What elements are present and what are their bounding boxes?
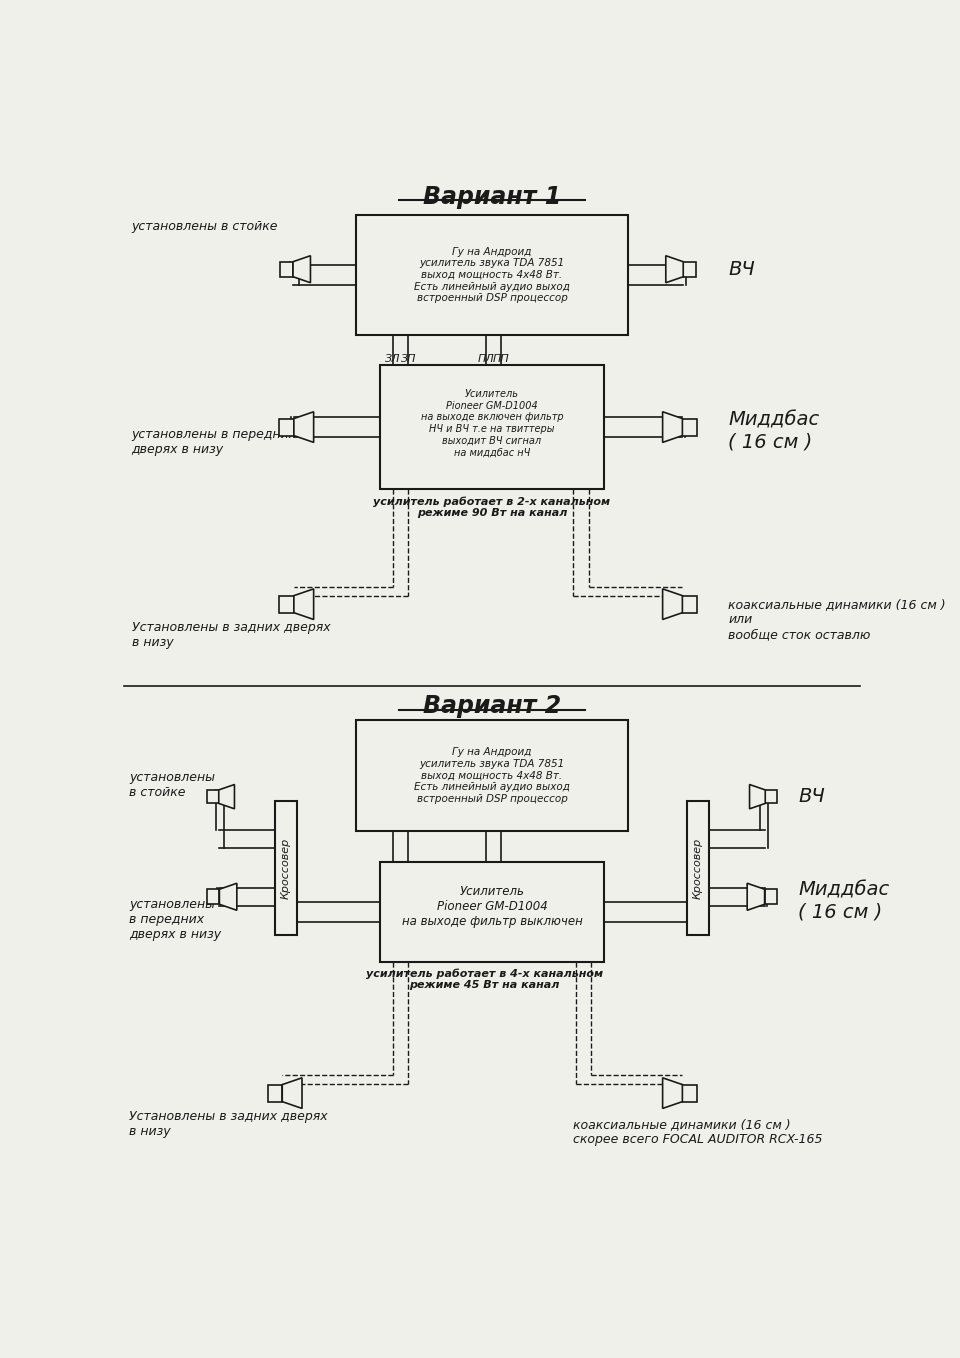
Text: Установлены в задних дверях
в низу: Установлены в задних дверях в низу bbox=[130, 1109, 328, 1138]
Polygon shape bbox=[294, 589, 314, 619]
Polygon shape bbox=[662, 1078, 683, 1108]
Text: установлены в стойке: установлены в стойке bbox=[132, 220, 278, 234]
Bar bbox=[379, 862, 605, 963]
Text: Миддбас
( 16 см ): Миддбас ( 16 см ) bbox=[729, 410, 820, 451]
Text: установлены
в передних
дверях в низу: установлены в передних дверях в низу bbox=[130, 899, 222, 941]
Bar bbox=[356, 720, 628, 831]
Text: коаксиальные динамики (16 см )
или
вообще сток оставлю: коаксиальные динамики (16 см ) или вообщ… bbox=[729, 598, 946, 641]
Bar bbox=[687, 800, 709, 936]
Bar bbox=[764, 889, 778, 904]
Text: усилитель работает в 2-х канальном
режиме 90 Вт на канал: усилитель работает в 2-х канальном режим… bbox=[373, 497, 611, 519]
Bar bbox=[683, 418, 697, 436]
Bar bbox=[683, 596, 697, 612]
Text: ПЛ: ПЛ bbox=[477, 354, 494, 364]
Bar bbox=[765, 790, 777, 804]
Text: Вариант 1: Вариант 1 bbox=[422, 185, 562, 209]
Bar bbox=[279, 418, 294, 436]
Polygon shape bbox=[294, 411, 314, 443]
Polygon shape bbox=[750, 785, 765, 809]
Text: Кроссовер: Кроссовер bbox=[281, 838, 291, 899]
Bar bbox=[279, 596, 294, 612]
Text: Гу на Андроид
усилитель звука TDA 7851
выход мощность 4х48 Вт.
Есть линейный ауд: Гу на Андроид усилитель звука TDA 7851 в… bbox=[414, 747, 570, 804]
Text: установлены в передних
дверях в низу: установлены в передних дверях в низу bbox=[132, 429, 297, 456]
Polygon shape bbox=[219, 785, 234, 809]
Text: ЗП: ЗП bbox=[400, 354, 416, 364]
Polygon shape bbox=[293, 255, 310, 282]
Bar bbox=[379, 365, 605, 489]
Polygon shape bbox=[220, 883, 237, 910]
Bar bbox=[684, 262, 696, 277]
Text: ВЧ: ВЧ bbox=[798, 788, 825, 807]
Text: усилитель работает в 4-х канальном
режиме 45 Вт на канал: усилитель работает в 4-х канальном режим… bbox=[366, 968, 603, 990]
Text: установлены
в стойке: установлены в стойке bbox=[130, 771, 215, 799]
Text: Усилитель
Pioneer GM-D1004
на выходе фильтр выключен: Усилитель Pioneer GM-D1004 на выходе фил… bbox=[401, 884, 583, 928]
Bar bbox=[356, 216, 628, 334]
Text: ВЧ: ВЧ bbox=[729, 259, 756, 278]
Bar bbox=[280, 262, 293, 277]
Polygon shape bbox=[282, 1078, 302, 1108]
Text: Миддбас
( 16 см ): Миддбас ( 16 см ) bbox=[798, 880, 889, 921]
Text: ЗЛ: ЗЛ bbox=[385, 354, 400, 364]
Text: ПП: ПП bbox=[492, 354, 510, 364]
Text: Кроссовер: Кроссовер bbox=[693, 838, 703, 899]
Text: коаксиальные динамики (16 см )
скорее всего FOCAL AUDITOR RCX-165: коаксиальные динамики (16 см ) скорее вс… bbox=[573, 1118, 823, 1146]
Bar bbox=[683, 1085, 697, 1101]
Bar bbox=[207, 790, 219, 804]
Polygon shape bbox=[662, 589, 683, 619]
Text: Гу на Андроид
усилитель звука TDA 7851
выход мощность 4х48 Вт.
Есть линейный ауд: Гу на Андроид усилитель звука TDA 7851 в… bbox=[414, 247, 570, 303]
Polygon shape bbox=[666, 255, 684, 282]
Bar bbox=[206, 889, 220, 904]
Text: Вариант 2: Вариант 2 bbox=[422, 694, 562, 718]
Bar bbox=[275, 800, 297, 936]
Polygon shape bbox=[747, 883, 764, 910]
Polygon shape bbox=[662, 411, 683, 443]
Text: Усилитель
Pioneer GM-D1004
на выходе включен фильтр
НЧ и ВЧ т.е на твиттеры
выхо: Усилитель Pioneer GM-D1004 на выходе вкл… bbox=[420, 390, 564, 458]
Bar bbox=[268, 1085, 282, 1101]
Text: Установлены в задних дверях
в низу: Установлены в задних дверях в низу bbox=[132, 621, 330, 649]
